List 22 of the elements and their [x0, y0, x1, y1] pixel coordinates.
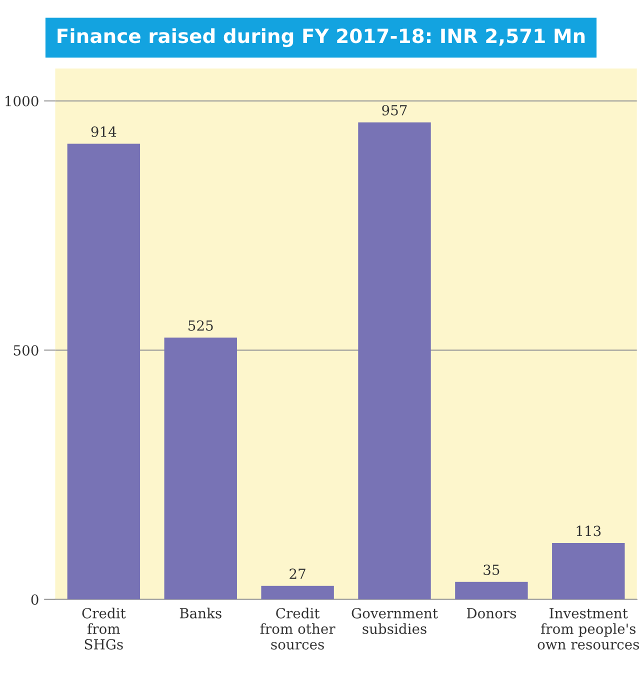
data-label: 27	[290, 568, 306, 579]
x-tick-label: Credit from other sources	[260, 608, 336, 650]
y-tick-label: 500	[14, 345, 38, 356]
bar	[67, 144, 140, 600]
data-label: 914	[91, 126, 116, 137]
x-tick-label: Banks	[180, 608, 222, 618]
bar	[261, 586, 334, 600]
y-tick-label: 0	[31, 594, 38, 605]
data-label: 113	[576, 526, 601, 536]
bar	[455, 582, 528, 600]
data-label: 525	[188, 320, 213, 331]
x-tick-label: Credit from SHGs	[82, 608, 126, 650]
x-tick-label: Government subsidies	[352, 608, 438, 634]
data-label: 35	[484, 564, 500, 576]
chart-title: Finance raised during FY 2017-18: INR 2,571 Mn	[58, 28, 585, 48]
data-label: 957	[382, 104, 407, 116]
y-tick-label: 1000	[6, 96, 38, 106]
bar	[164, 338, 237, 600]
bar	[358, 122, 431, 600]
x-tick-label: Investment from people's own resources	[538, 608, 640, 650]
x-tick-label: Donors	[466, 608, 516, 618]
bar	[552, 543, 625, 600]
